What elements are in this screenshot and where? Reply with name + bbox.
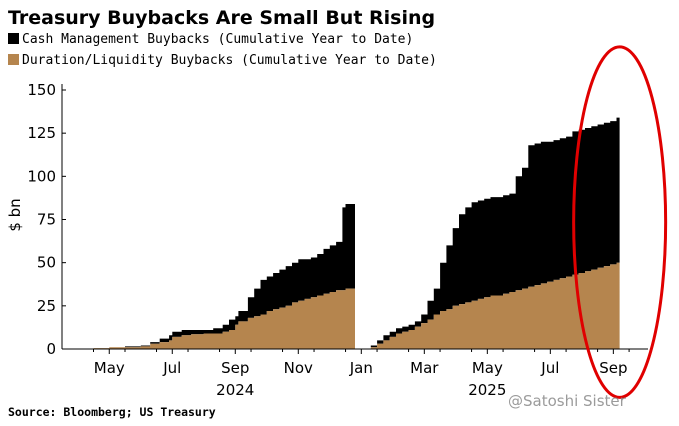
x-tick-label: May bbox=[472, 359, 503, 377]
chart-title: Treasury Buybacks Are Small But Rising bbox=[8, 7, 435, 29]
highlight-ellipse bbox=[572, 45, 668, 399]
y-tick-label: 0 bbox=[46, 340, 56, 358]
legend-swatch-cash-management bbox=[8, 33, 19, 44]
watermark-text: @Satoshi Sister bbox=[508, 392, 627, 410]
x-axis: May Jul Sep Nov Jan Mar May Jul Sep 2024 2025 bbox=[93, 349, 630, 399]
cash-management-area-2025 bbox=[364, 112, 620, 350]
x-tick-label: Mar bbox=[410, 359, 439, 377]
x-year-label: 2024 bbox=[216, 381, 254, 399]
annotations bbox=[572, 45, 668, 399]
y-tick-label: 75 bbox=[37, 211, 56, 229]
y-tick-label: 125 bbox=[27, 124, 56, 142]
x-tick-label: Sep bbox=[599, 359, 627, 377]
legend-label-duration-liquidity: Duration/Liquidity Buybacks (Cumulative … bbox=[22, 53, 437, 68]
x-year-label: 2025 bbox=[468, 381, 506, 399]
y-tick-label: 150 bbox=[27, 81, 56, 99]
y-tick-label: 100 bbox=[27, 167, 56, 185]
cash-management-area-2024 bbox=[80, 204, 356, 349]
x-tick-label: Jul bbox=[162, 359, 181, 377]
plot-area bbox=[80, 112, 620, 350]
y-axis-label: $ bn bbox=[6, 198, 24, 231]
y-axis: 0 25 50 75 100 125 150 bbox=[27, 81, 66, 358]
x-tick-label: Jan bbox=[349, 359, 373, 377]
legend-label-cash-management: Cash Management Buybacks (Cumulative Yea… bbox=[22, 32, 413, 47]
y-tick-label: 25 bbox=[37, 297, 56, 315]
duration-liquidity-area-2025 bbox=[364, 260, 620, 349]
y-tick-label: 50 bbox=[37, 254, 56, 272]
x-tick-label: Sep bbox=[221, 359, 249, 377]
x-tick-label: Jul bbox=[540, 359, 559, 377]
legend: Cash Management Buybacks (Cumulative Yea… bbox=[8, 32, 437, 68]
legend-swatch-duration-liquidity bbox=[8, 54, 19, 65]
duration-liquidity-area-2024 bbox=[80, 288, 356, 349]
x-tick-label: May bbox=[94, 359, 125, 377]
x-tick-label: Nov bbox=[284, 359, 313, 377]
source-note: Source: Bloomberg; US Treasury bbox=[8, 405, 216, 419]
